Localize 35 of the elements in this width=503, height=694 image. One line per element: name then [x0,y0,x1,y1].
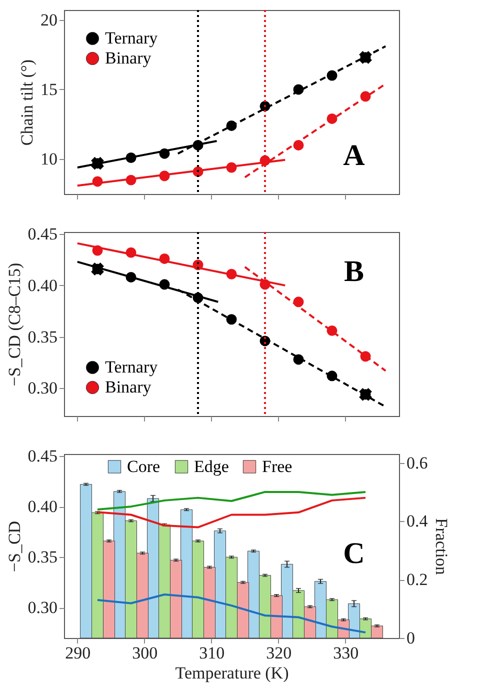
annotation: A [343,139,366,172]
legend-label: Edge [194,456,229,476]
y2-tick-label: 0 [406,628,415,648]
y2-tick-label: 0.6 [406,453,428,472]
annotation: B [344,255,364,288]
annotation: C [343,537,365,570]
y2-tick-label: 0.4 [406,512,428,531]
x-axis-title: Temperature (K) [175,664,289,682]
legend-label: Binary [105,378,152,396]
y-tick-label: 0.30 [28,378,58,398]
y2-axis-title: Fraction [432,518,451,576]
x-tick-label: 300 [132,644,158,662]
legend-label: Ternary [105,28,158,48]
y-tick-label: 0.40 [28,497,58,516]
legend-label: Ternary [105,358,158,376]
y-axis-title: Chain tilt (°) [18,59,36,146]
y-tick-label: 15 [40,80,58,99]
legend-label: Core [127,456,160,476]
y-tick-label: 0.35 [28,327,58,346]
legend-label: Free [262,456,292,476]
y-axis-title: −S_CD (C8–C15) [4,262,24,386]
x-tick-label: 320 [266,644,292,662]
x-tick-label: 290 [65,644,91,662]
y-tick-label: 10 [40,150,58,169]
y-tick-label: 0.40 [28,276,58,295]
y-tick-label: 0.45 [28,446,58,466]
y-tick-label: 0.35 [28,548,58,567]
y-axis-title: −S_CD [4,520,24,572]
x-tick-label: 330 [333,644,359,662]
y-tick-label: 0.30 [28,598,58,618]
x-tick-label: 310 [199,644,225,662]
y-tick-label: 0.45 [28,224,58,244]
y-tick-label: 20 [40,10,58,30]
legend-label: Binary [105,48,152,68]
y2-tick-label: 0.2 [406,570,428,590]
